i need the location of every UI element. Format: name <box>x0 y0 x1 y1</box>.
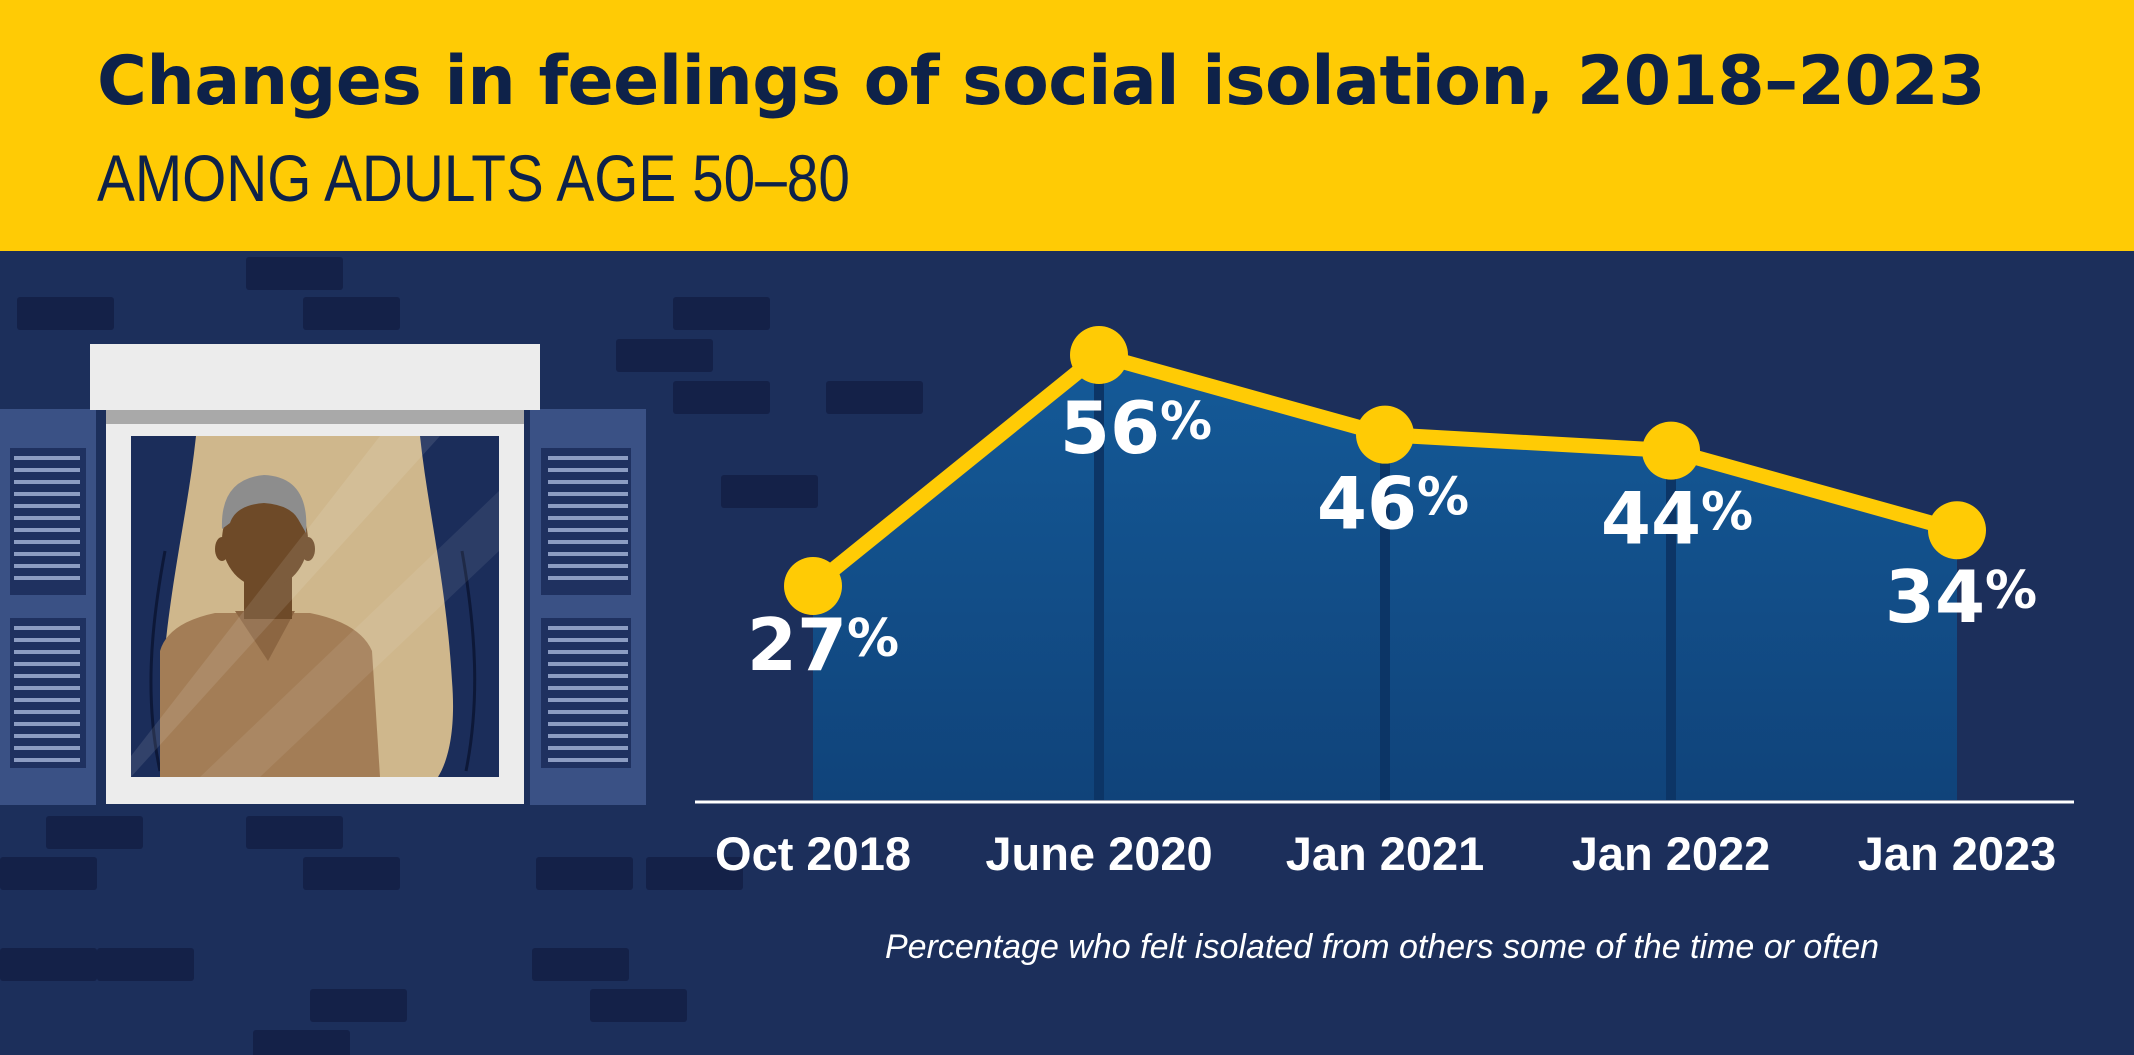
chart-title: Changes in feelings of social isolation,… <box>97 42 1985 121</box>
header-banner: Changes in feelings of social isolation,… <box>0 0 2134 251</box>
background-scene <box>0 257 923 1055</box>
data-point <box>1070 326 1128 384</box>
data-label: 27% <box>747 603 899 687</box>
point-divider <box>1094 355 1104 800</box>
x-tick-label: Jan 2021 <box>1286 827 1485 880</box>
data-point <box>1356 405 1414 464</box>
data-label: 34% <box>1885 555 2037 639</box>
point-divider <box>1380 434 1390 800</box>
data-label: 56% <box>1060 386 1212 470</box>
data-point <box>1642 421 1700 480</box>
data-point <box>784 557 842 615</box>
chart-caption: Percentage who felt isolated from others… <box>884 928 1880 966</box>
x-tick-label: Jan 2023 <box>1858 827 2057 880</box>
x-tick-label: June 2020 <box>985 827 1212 880</box>
point-divider <box>1666 450 1676 800</box>
brick-wall <box>0 257 923 1055</box>
x-tick-label: Oct 2018 <box>715 827 911 880</box>
data-label: 46% <box>1317 462 1469 546</box>
chart-subtitle: AMONG ADULTS AGE 50–80 <box>97 141 850 215</box>
data-point <box>1928 501 1986 560</box>
data-label: 44% <box>1601 477 1753 561</box>
person-looking-out-window-icon <box>0 344 646 805</box>
x-tick-label: Jan 2022 <box>1572 827 1771 880</box>
